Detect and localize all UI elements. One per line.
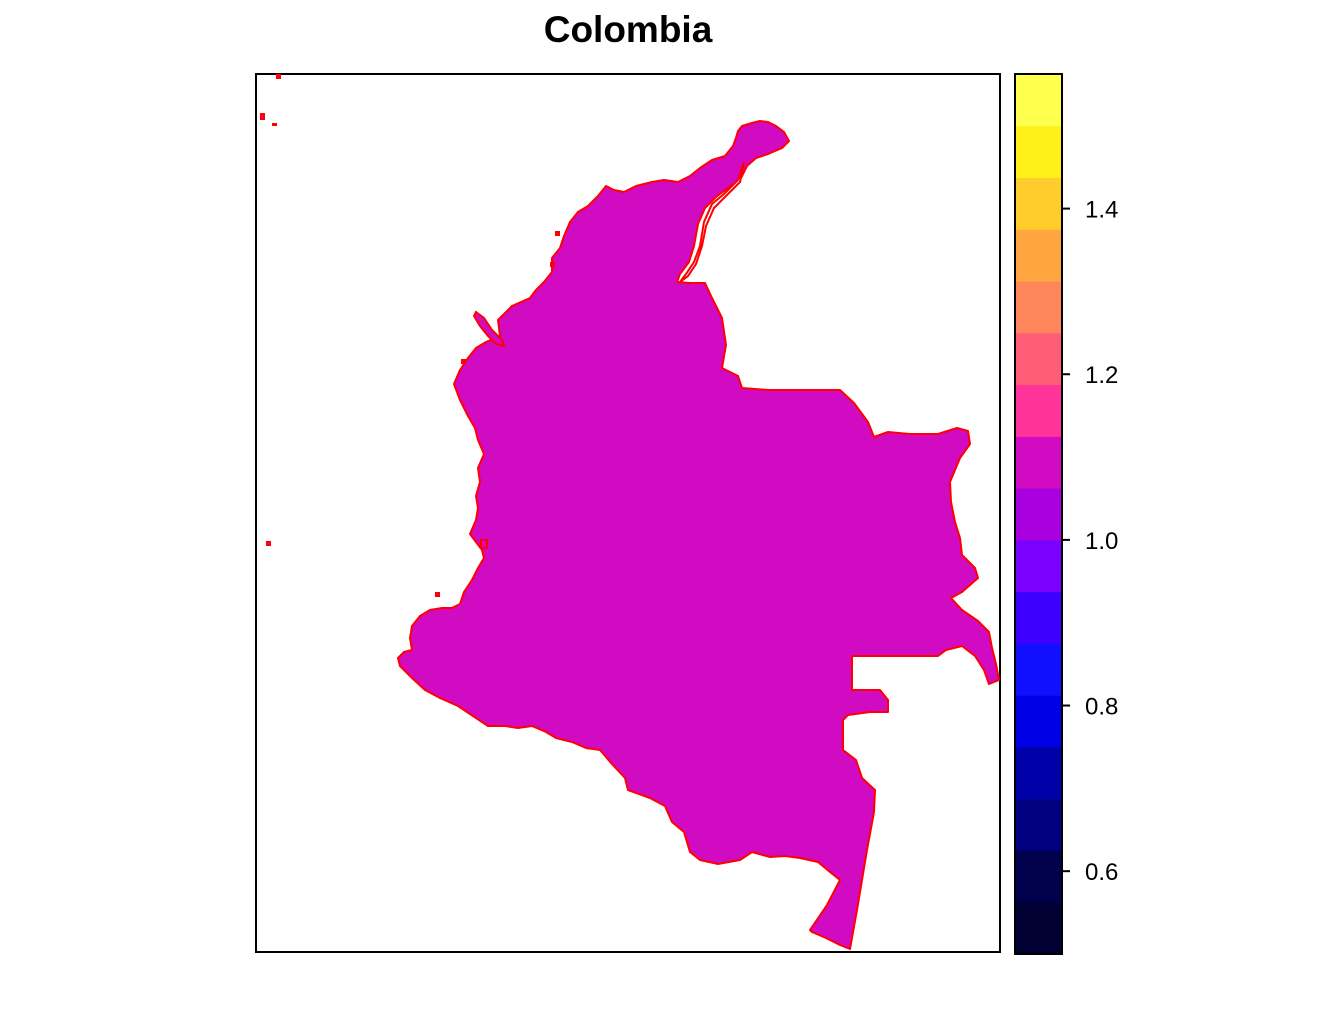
legend-bin-9 <box>1015 436 1062 489</box>
legend-bin-0 <box>1015 902 1062 955</box>
map-title: Colombia <box>543 9 713 50</box>
legend-bin-2 <box>1015 798 1062 851</box>
island-san-andres <box>276 74 281 79</box>
legend-bin-11 <box>1015 332 1062 386</box>
map-layer <box>260 74 1000 950</box>
legend-ticks: 0.6 0.8 1.0 1.2 1.4 <box>1062 197 1118 886</box>
legend-tick-label: 0.6 <box>1085 859 1118 886</box>
island-cay <box>272 123 277 126</box>
legend-bin-8 <box>1015 488 1062 541</box>
legend-bin-16 <box>1015 74 1062 127</box>
legend-bin-5 <box>1015 643 1062 696</box>
legend-bin-1 <box>1015 850 1062 903</box>
island-caribbean-2 <box>555 231 560 236</box>
coastal-inlet-detail <box>679 161 745 283</box>
legend-bin-3 <box>1015 746 1062 800</box>
legend-bin-13 <box>1015 229 1062 282</box>
island-gorgona <box>435 592 440 597</box>
legend-tick-label: 0.8 <box>1085 694 1118 721</box>
legend-tick-label: 1.0 <box>1085 528 1118 555</box>
colombia-country-shape <box>397 120 1000 950</box>
legend-bin-4 <box>1015 695 1062 748</box>
island-caribbean-1 <box>550 262 555 267</box>
island-pacific-1 <box>480 539 488 549</box>
island-malpelo <box>266 541 271 546</box>
islands <box>260 74 560 597</box>
legend-bin-7 <box>1015 539 1062 593</box>
legend-bin-10 <box>1015 384 1062 437</box>
legend-frame <box>1014 73 1063 955</box>
legend-bin-12 <box>1015 281 1062 334</box>
legend-bin-15 <box>1015 125 1062 179</box>
legend-bin-14 <box>1015 177 1062 230</box>
legend-colorbar <box>1015 74 1062 955</box>
island-providencia <box>260 113 265 120</box>
legend-tick-label: 1.2 <box>1085 362 1118 389</box>
legend-bin-6 <box>1015 591 1062 644</box>
peninsula-fragment <box>472 310 506 348</box>
island-pacific-2 <box>461 359 466 364</box>
legend-tick-label: 1.4 <box>1085 197 1118 224</box>
